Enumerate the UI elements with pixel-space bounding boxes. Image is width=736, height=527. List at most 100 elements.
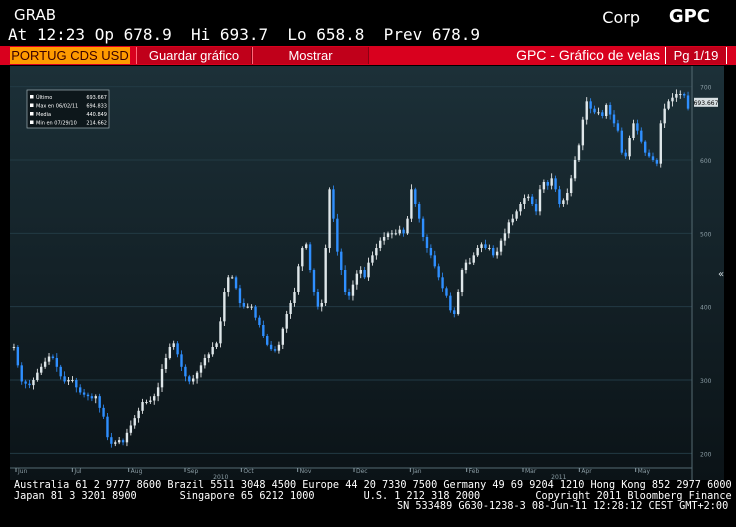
candle-body [328,189,331,248]
candle-body [367,262,370,278]
candle-body [382,237,386,241]
legend-label: Max en 06/02/11 [36,104,78,110]
candle-body [386,233,390,237]
candle-body [507,222,511,234]
legend-value: 440.849 [86,112,107,118]
page-indicator[interactable]: Pg 1/19 [665,47,727,64]
legend-swatch [30,95,34,99]
candle-body [211,347,214,355]
candle-body [277,344,281,351]
candle-body [176,343,179,355]
candle-body [59,366,62,377]
candle-body [480,244,483,248]
candle-body [640,130,643,142]
candle-body [577,145,581,160]
scroll-arrows-icon[interactable]: « [718,269,724,280]
candle-body [379,240,382,248]
candle-body [297,266,300,292]
candle-body [281,328,285,345]
candle-body [223,292,226,322]
corp-label: Corp [602,8,640,27]
candle-body [312,270,316,292]
candle-body [581,119,585,146]
candle-body [558,189,561,204]
y-tick-label: 300 [700,378,712,385]
chart-title: GPC - Gráfico de velas [516,47,660,63]
candle-body [402,229,405,234]
candle-body [686,95,690,109]
candle-body [628,138,631,157]
candle-body [659,123,662,164]
candle-body [682,94,686,96]
candle-body [456,292,460,314]
candle-body [597,112,600,114]
candle-body [168,347,172,358]
candle-body [519,204,522,212]
legend-label: Media [36,112,51,118]
candle-body [441,277,444,289]
candle-body [129,425,133,433]
candle-body [51,356,55,358]
candle-body [503,233,507,241]
quote-line: At 12:23 Op 678.9 Hi 693.7 Lo 658.8 Prev… [8,25,481,44]
candle-body [324,248,327,303]
candle-body [355,273,359,285]
candle-body [304,244,308,248]
security-tab[interactable]: PORTUG CDS USD [10,47,130,64]
candle-body [199,365,203,373]
candle-body [149,400,152,402]
x-tick-label: Apr [581,468,592,475]
x-tick-label: Jul [73,468,82,475]
candle-body [160,369,164,388]
candle-body [63,376,66,382]
candle-body [254,306,257,318]
candle-body [417,204,421,219]
candle-body [437,266,440,278]
candlestick-chart[interactable]: Jun Jul Aug Sep Oct Nov Dec Jan Feb Mar Apr May 2010… [10,66,724,480]
candle-body [67,380,70,382]
y-tick-label: 600 [700,158,712,165]
candle-body [230,277,234,279]
candle-body [394,233,398,235]
candle-body [371,255,374,263]
show-button[interactable]: Mostrar [252,47,369,64]
candle-body [43,361,47,367]
x-year-label: 2011 [551,474,566,480]
candle-body [180,354,183,367]
candle-body [262,325,265,336]
candle-body [554,178,557,190]
candle-body [114,442,117,444]
footer-line-1: Australia 61 2 9777 8600 Brazil 5511 304… [14,480,732,491]
save-chart-button[interactable]: Guardar gráfico [136,47,252,64]
candle-body [195,372,199,379]
candles [12,89,690,448]
candle-body [250,306,253,308]
candle-body [488,248,491,249]
candle-body [234,277,238,289]
candle-body [47,356,51,362]
candle-body [534,204,538,212]
candle-body [667,101,670,109]
candle-body [78,387,82,393]
candle-body [266,336,269,345]
candle-body [495,251,499,256]
candle-body [679,94,682,95]
legend-label: Min en 07/29/10 [36,121,77,127]
legend-swatch [30,103,34,107]
candle-body [530,196,534,204]
candle-body [550,178,553,186]
y-axis: 200 300 400 500 600 700 [691,66,712,480]
legend-label: Último [36,94,52,101]
candle-body [605,105,608,116]
candle-body [499,240,503,252]
candle-body [429,248,433,256]
candle-body [121,440,125,443]
candle-body [406,218,409,234]
footer-line-3: SN 533489 G630-1238-3 08-Jun-11 12:28:12… [397,501,729,512]
candle-body [523,198,526,204]
candle-body [55,358,59,367]
candle-body [663,108,666,124]
x-tick-label: Mar [525,468,537,475]
candle-body [141,402,144,411]
candle-body [238,288,242,303]
